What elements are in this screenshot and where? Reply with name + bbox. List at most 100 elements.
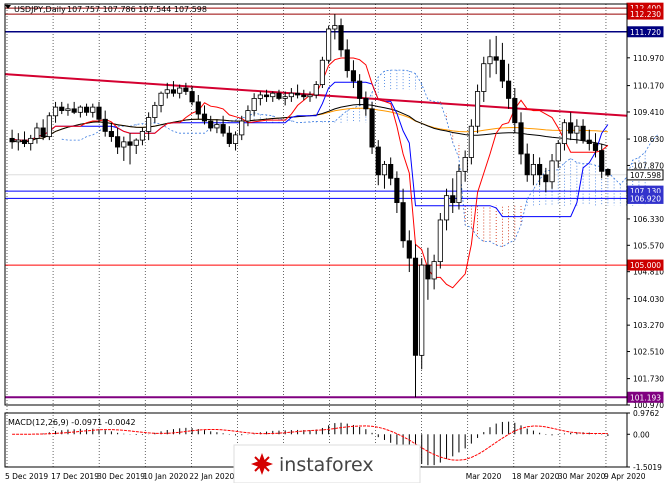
candle [431, 254, 437, 290]
candle [90, 103, 96, 118]
candle-body [443, 195, 450, 221]
candle-body [319, 59, 325, 85]
candle-body [369, 108, 375, 148]
candle [468, 119, 474, 165]
candle-body [437, 219, 443, 263]
candle [307, 91, 313, 102]
candle [363, 91, 369, 116]
candle [574, 119, 580, 144]
candle [301, 89, 307, 101]
candle-body [350, 70, 357, 82]
candle-body [139, 131, 146, 141]
price-level-label: 112.230 [630, 10, 661, 19]
candle-body [177, 87, 183, 94]
candle [195, 94, 201, 120]
candle-body [375, 146, 381, 176]
candle [319, 56, 325, 89]
y-tick-label: 104.810 [633, 268, 664, 277]
candle [313, 81, 319, 99]
candle [65, 103, 71, 116]
candle [71, 101, 77, 115]
candle [21, 131, 28, 148]
candle [543, 167, 549, 193]
y-tick-label: 105.570 [633, 241, 664, 250]
candle-body [295, 92, 301, 96]
x-tick-label: 18 Mar 2020 [512, 472, 560, 481]
candle-body [605, 168, 611, 176]
candle-body [9, 137, 15, 143]
candle-body [474, 91, 481, 127]
candle-body [307, 94, 313, 98]
candle [350, 60, 357, 89]
candle-body [388, 163, 394, 179]
candle-body [574, 125, 580, 134]
candle-body [90, 106, 96, 113]
candles [9, 14, 611, 398]
symbol-label: USDJPY,Daily [14, 5, 66, 14]
candle [530, 153, 536, 186]
candle-body [170, 89, 177, 94]
candle-body [530, 163, 536, 176]
candle-body [555, 143, 561, 162]
candle [102, 110, 108, 137]
price-level-label: 107.130 [630, 187, 661, 196]
candle-body [512, 98, 518, 124]
candle [394, 171, 400, 214]
candle-body [15, 139, 21, 143]
candle [77, 105, 83, 118]
y-tick-label: 106.330 [633, 215, 664, 224]
candle-body [462, 157, 468, 172]
candle-body [127, 141, 133, 146]
candle [164, 82, 170, 99]
candle-body [282, 96, 288, 99]
candle [474, 84, 481, 134]
candle-body [21, 139, 28, 144]
candle [183, 82, 189, 95]
candle-body [381, 163, 388, 176]
y-tick-label: 107.870 [633, 161, 664, 170]
y-tick-label: 100.970 [633, 401, 664, 410]
instaforex-logo-icon [251, 453, 273, 475]
candle-body [499, 59, 505, 82]
candle-body [65, 108, 71, 111]
candle-body [524, 153, 530, 176]
candle-body [115, 136, 121, 148]
senkou-span-a-line [61, 69, 658, 248]
candle [555, 140, 561, 168]
candle-body [518, 122, 524, 155]
candle-body [301, 94, 307, 98]
candle [270, 91, 276, 102]
candle [388, 157, 394, 186]
candle [344, 39, 350, 78]
candle-body [59, 106, 65, 111]
candle-body [425, 264, 431, 280]
candle [232, 131, 239, 151]
candle [357, 74, 363, 106]
candle [127, 133, 133, 165]
candle [208, 115, 214, 132]
candle [524, 143, 530, 182]
main-panel-frame [4, 3, 628, 406]
candle-body [506, 80, 512, 99]
candle [214, 119, 220, 134]
candle-body [537, 163, 543, 176]
candle-body [332, 25, 338, 30]
candle-body [394, 177, 400, 203]
candle [52, 101, 59, 123]
candle [139, 127, 146, 146]
candle [586, 129, 592, 151]
candle-body [208, 120, 214, 129]
x-tick-label: 10 Jan 2020 [143, 472, 188, 481]
candle-body [201, 113, 208, 122]
watermark-text: instaforex [279, 454, 374, 476]
candle-body [40, 127, 46, 138]
price-axis: 112.230 111.720 110.970 110.170 109.410 108.6… [626, 2, 664, 472]
x-tick-label: 5 Dec 2019 [5, 472, 48, 481]
macd-panel [12, 421, 609, 466]
candle [481, 56, 487, 102]
candle-body [146, 117, 152, 132]
candle [59, 101, 65, 115]
y-tick-label: 108.630 [633, 135, 664, 144]
candle-body [561, 122, 568, 144]
